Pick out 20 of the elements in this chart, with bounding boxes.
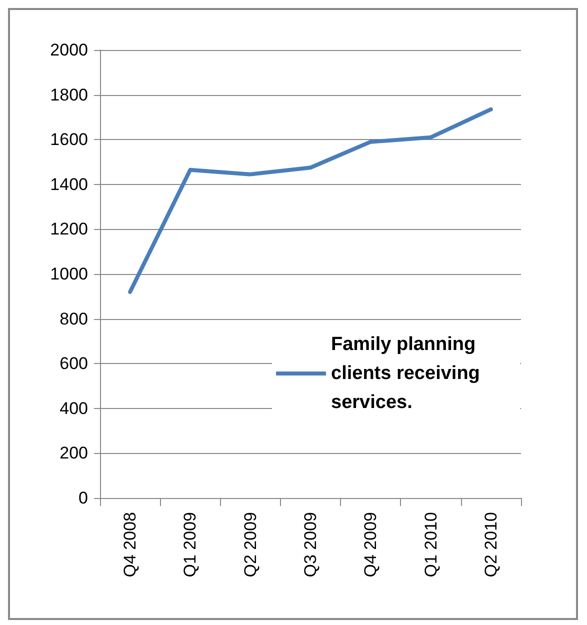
- x-tick-label: Q2 2009: [240, 512, 260, 578]
- x-tick-label: Q3 2009: [301, 512, 320, 578]
- y-tick-label: 0: [78, 488, 88, 508]
- y-tick-label: 200: [60, 444, 88, 463]
- y-tick-label: 1400: [50, 174, 88, 194]
- y-tick-label: 1200: [50, 220, 88, 239]
- y-tick-label: 1800: [50, 85, 88, 104]
- x-tick-label: Q2 2010: [481, 512, 500, 578]
- y-tick-label: 400: [60, 398, 88, 418]
- y-tick-label: 800: [60, 309, 88, 328]
- y-tick-label: 600: [60, 354, 88, 374]
- x-tick-label: Q4 2008: [120, 512, 140, 578]
- x-tick-label: Q1 2010: [421, 512, 440, 578]
- line-series: [128, 107, 493, 294]
- y-tick-label: 2000: [50, 40, 88, 60]
- y-tick-label: 1600: [50, 130, 88, 150]
- x-tick-label: Q1 2009: [180, 512, 200, 578]
- y-tick-label: 1000: [50, 264, 88, 284]
- legend-label: Family planning clients receiving services.: [331, 334, 486, 413]
- x-tick-label: Q4 2009: [361, 512, 380, 578]
